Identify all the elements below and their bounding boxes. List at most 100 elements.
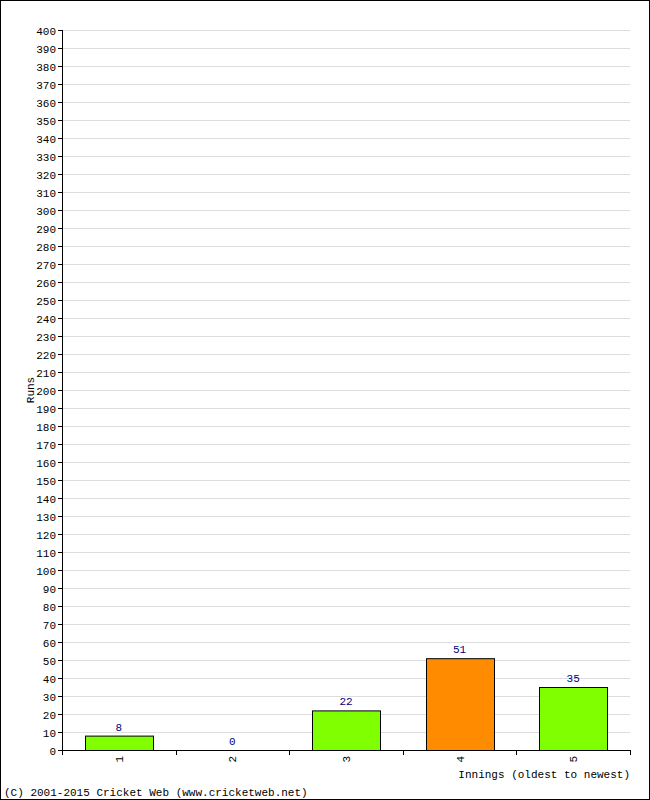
grid-line	[62, 246, 630, 247]
grid-line	[62, 588, 630, 589]
y-tick	[58, 84, 62, 85]
y-tick-label: 370	[36, 80, 56, 92]
grid-line	[62, 66, 630, 67]
y-tick-label: 220	[36, 350, 56, 362]
y-tick-label: 0	[49, 746, 56, 758]
x-tick-label: 5	[568, 756, 580, 763]
y-tick	[58, 318, 62, 319]
grid-line	[62, 30, 630, 31]
grid-line	[62, 444, 630, 445]
y-tick	[58, 336, 62, 337]
grid-line	[62, 120, 630, 121]
y-tick-label: 90	[43, 584, 56, 596]
y-tick-label: 190	[36, 404, 56, 416]
y-tick	[58, 606, 62, 607]
y-tick-label: 240	[36, 314, 56, 326]
y-tick	[58, 534, 62, 535]
x-axis	[62, 750, 630, 751]
y-tick	[58, 174, 62, 175]
data-label: 22	[339, 696, 352, 708]
grid-line	[62, 624, 630, 625]
y-tick	[58, 714, 62, 715]
y-tick	[58, 660, 62, 661]
y-tick	[58, 444, 62, 445]
y-tick-label: 20	[43, 710, 56, 722]
bars	[86, 659, 608, 750]
y-tick-label: 230	[36, 332, 56, 344]
grid-line	[62, 84, 630, 85]
y-tick	[58, 102, 62, 103]
y-tick	[58, 426, 62, 427]
y-tick-label: 300	[36, 206, 56, 218]
y-tick-label: 40	[43, 674, 56, 686]
y-tick	[58, 264, 62, 265]
y-tick-label: 200	[36, 386, 56, 398]
y-tick	[58, 552, 62, 553]
y-tick-label: 80	[43, 602, 56, 614]
y-tick	[58, 498, 62, 499]
y-tick	[58, 642, 62, 643]
y-tick-label: 390	[36, 44, 56, 56]
y-tick-label: 160	[36, 458, 56, 470]
grid-line	[62, 534, 630, 535]
grid-line	[62, 372, 630, 373]
data-label: 51	[453, 644, 467, 656]
y-tick-label: 30	[43, 692, 56, 704]
y-tick-label: 120	[36, 530, 56, 542]
y-tick	[58, 462, 62, 463]
grid-line	[62, 228, 630, 229]
y-tick	[58, 624, 62, 625]
y-tick	[58, 210, 62, 211]
y-tick-label: 170	[36, 440, 56, 452]
data-label: 8	[115, 722, 122, 734]
y-tick	[58, 120, 62, 121]
grid-line	[62, 426, 630, 427]
y-axis	[62, 30, 63, 750]
grid-line	[62, 408, 630, 409]
bar	[86, 736, 154, 750]
y-tick	[58, 48, 62, 49]
grid-line	[62, 264, 630, 265]
y-tick-label: 380	[36, 62, 56, 74]
y-tick	[58, 570, 62, 571]
y-tick-label: 320	[36, 170, 56, 182]
data-label: 35	[567, 673, 580, 685]
y-tick	[58, 372, 62, 373]
grid-line	[62, 570, 630, 571]
y-tick	[58, 480, 62, 481]
y-tick	[58, 246, 62, 247]
y-tick-label: 130	[36, 512, 56, 524]
grid-line	[62, 480, 630, 481]
grid-line	[62, 606, 630, 607]
y-tick-label: 140	[36, 494, 56, 506]
grid-line	[62, 300, 630, 301]
footer: (C) 2001-2015 Cricket Web (www.cricketwe…	[4, 787, 308, 799]
y-tick	[58, 138, 62, 139]
x-tick	[176, 750, 177, 755]
frame	[1, 1, 650, 800]
y-tick-label: 360	[36, 98, 56, 110]
y-tick	[58, 516, 62, 517]
bar	[540, 688, 608, 751]
x-tick-label: 3	[341, 756, 353, 763]
grid-line	[62, 318, 630, 319]
y-tick	[58, 750, 62, 751]
grid-line	[62, 750, 630, 751]
y-tick-label: 260	[36, 278, 56, 290]
grid-line	[62, 138, 630, 139]
y-tick-label: 70	[43, 620, 56, 632]
x-axis-label: Innings (oldest to newest)	[458, 769, 630, 781]
y-tick	[58, 588, 62, 589]
grid-line	[62, 660, 630, 661]
x-tick-label: 4	[455, 756, 467, 763]
y-tick	[58, 30, 62, 31]
x-tick	[516, 750, 517, 755]
y-tick-label: 400	[36, 26, 56, 38]
data-label: 0	[229, 736, 236, 748]
y-tick-label: 310	[36, 188, 56, 200]
bar	[427, 659, 495, 750]
grid-line	[62, 390, 630, 391]
grid-line	[62, 462, 630, 463]
y-tick-label: 290	[36, 224, 56, 236]
y-tick	[58, 732, 62, 733]
